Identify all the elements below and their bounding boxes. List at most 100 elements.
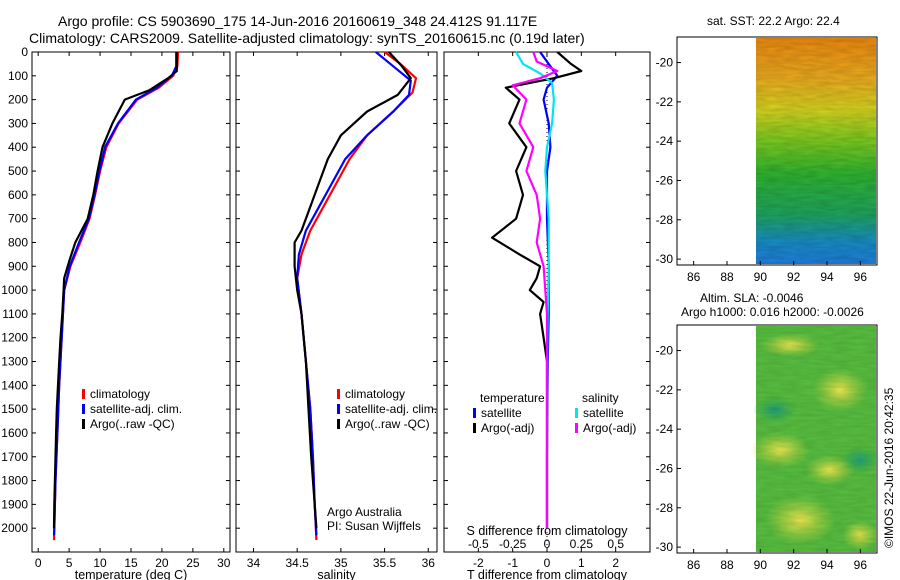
- legend-title: salinity: [582, 391, 619, 405]
- series-argo-adj-: [491, 51, 583, 529]
- y-tick-label: 400: [8, 140, 28, 154]
- map-y-tick-label: -28: [656, 213, 674, 227]
- top-tick-label: -0.25: [499, 537, 527, 551]
- y-tick-label: 500: [8, 164, 28, 178]
- legend-swatch: [473, 423, 476, 433]
- sst-map-texture: [756, 38, 876, 264]
- legend-swatch: [82, 404, 85, 414]
- legend-label: satellite: [481, 406, 522, 420]
- credit-label: Argo Australia: [327, 505, 402, 519]
- legend-label: satellite-adj. clim.: [345, 402, 437, 416]
- y-tick-label: 900: [8, 259, 28, 273]
- y-tick-label: 1400: [1, 378, 28, 392]
- series-satellite-adj-clim-: [52, 52, 178, 536]
- map-y-tick-label: -22: [656, 383, 674, 397]
- y-tick-label: 2000: [1, 521, 28, 535]
- legend-label: Argo(..raw -QC): [90, 417, 175, 431]
- y-tick-label: 1900: [1, 497, 28, 511]
- y-tick-label: 1200: [1, 331, 28, 345]
- y-tick-label: 1300: [1, 355, 28, 369]
- y-tick-label: 800: [8, 235, 28, 249]
- map-y-tick-label: -24: [656, 134, 674, 148]
- top-tick-label: -0.5: [468, 537, 489, 551]
- x-axis-label: salinity: [317, 568, 356, 580]
- y-tick-label: 300: [8, 116, 28, 130]
- header-line-2: Climatology: CARS2009. Satellite-adjuste…: [29, 30, 585, 46]
- map-x-tick-label: 90: [754, 270, 768, 284]
- top-tick-label: 0.5: [607, 537, 624, 551]
- map-x-tick-label: 92: [787, 270, 801, 284]
- sla-map: Altim. SLA: -0.0046 Argo h1000: 0.016 h2…: [656, 291, 880, 572]
- x-tick-label: 2: [612, 556, 619, 570]
- map-y-tick-label: -20: [656, 56, 674, 70]
- y-tick-label: 1000: [1, 283, 28, 297]
- series-climatology: [296, 51, 418, 541]
- map-x-tick-label: 96: [854, 270, 868, 284]
- map-y-tick-label: -26: [656, 173, 674, 187]
- map-x-tick-label: 88: [720, 270, 734, 284]
- sla-map-texture: [756, 326, 876, 552]
- legend-label: satellite-adj. clim.: [90, 402, 182, 416]
- x-tick-label: 5: [66, 556, 73, 570]
- series-argo-raw-qc-: [293, 51, 412, 529]
- map-x-tick-label: 94: [820, 558, 834, 572]
- x-tick-label: 34: [247, 556, 261, 570]
- y-tick-label: 1700: [1, 450, 28, 464]
- x-tick-label: 25: [186, 556, 200, 570]
- x-tick-label: 10: [93, 556, 107, 570]
- map-x-tick-label: 94: [820, 270, 834, 284]
- legend-swatch: [575, 423, 578, 433]
- map-x-tick-label: 92: [787, 558, 801, 572]
- panel-frame: [235, 51, 438, 553]
- y-tick-label: 200: [8, 93, 28, 107]
- legend-label: climatology: [345, 387, 405, 401]
- top-axis-label: S difference from climatology: [467, 524, 629, 538]
- y-tick-label: 700: [8, 212, 28, 226]
- x-tick-label: 0: [544, 556, 551, 570]
- x-tick-label: 1: [578, 556, 585, 570]
- map-y-tick-label: -20: [656, 344, 674, 358]
- map-x-tick-label: 90: [754, 558, 768, 572]
- legend-label: Argo(-adj): [583, 421, 636, 435]
- y-tick-label: 1100: [2, 307, 28, 321]
- x-tick-label: 0: [35, 556, 42, 570]
- x-tick-label: 20: [155, 556, 169, 570]
- sla-map-title: Altim. SLA: -0.0046: [700, 291, 804, 305]
- map-y-tick-label: -30: [656, 252, 674, 266]
- x-axis-label: T difference from climatology: [467, 568, 628, 580]
- y-tick-label: 600: [8, 188, 28, 202]
- sst-map: sat. SST: 22.2 Argo: 22.4 86 88 90 92 94 96 -2…: [656, 14, 878, 284]
- legend-swatch: [337, 404, 340, 414]
- map-x-tick-label: 86: [687, 270, 701, 284]
- map-x-tick-label: 86: [687, 558, 701, 572]
- legend-label: Argo(..raw -QC): [345, 417, 430, 431]
- map-x-tick-label: 96: [854, 558, 868, 572]
- top-tick-label: 0.25: [570, 537, 594, 551]
- legend-swatch: [337, 419, 340, 429]
- map-y-tick-label: -24: [656, 422, 674, 436]
- legend-swatch: [337, 389, 340, 399]
- x-tick-label: 35: [334, 556, 348, 570]
- legend-swatch: [473, 408, 476, 418]
- legend-swatch: [575, 408, 578, 418]
- x-tick-label: 35.5: [373, 556, 397, 570]
- sst-map-axes: 86 88 90 92 94 96 -20 -22 -24 -26 -28 -30: [656, 56, 868, 284]
- x-tick-label: 34.5: [285, 556, 309, 570]
- map-y-tick-label: -30: [656, 540, 674, 554]
- y-tick-label: 1500: [1, 402, 28, 416]
- legend-label: satellite: [583, 406, 624, 420]
- y-tick-label: 100: [8, 69, 28, 83]
- x-tick-label: -2: [473, 556, 484, 570]
- profile-panels: 0 5 10 15 20 25 300100200300400500600700800900…: [1, 45, 651, 580]
- map-y-tick-label: -28: [656, 501, 674, 515]
- panel-temperature: 0 5 10 15 20 25 300100200300400500600700800900…: [1, 45, 231, 580]
- map-y-tick-label: -26: [656, 461, 674, 475]
- credit-label: PI: Susan Wijffels: [327, 519, 421, 533]
- imos-timestamp: ©IMOS 22-Jun-2016 20:42:35: [882, 387, 896, 548]
- map-y-tick-label: -22: [656, 95, 674, 109]
- legend-swatch: [82, 419, 85, 429]
- sla-map-subtitle: Argo h1000: 0.016 h2000: -0.0026: [681, 305, 864, 319]
- sla-map-axes: 86 88 90 92 94 96 -20 -22 -24 -26 -28 -30: [656, 344, 868, 572]
- panel-frame: [31, 51, 231, 553]
- series-satellite-adj-clim-: [296, 51, 412, 536]
